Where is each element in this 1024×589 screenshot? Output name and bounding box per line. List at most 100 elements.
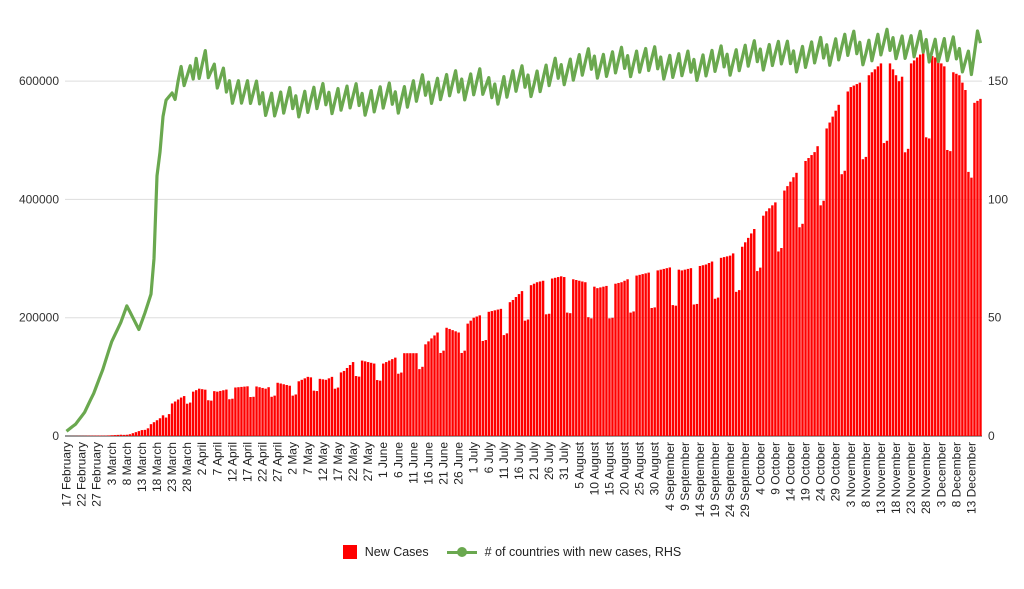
bar (629, 312, 632, 436)
bar (249, 397, 252, 436)
bar (424, 344, 427, 436)
bar (499, 308, 503, 436)
x-tick-label: 21 June (437, 442, 451, 485)
x-tick-label: 16 July (512, 442, 526, 480)
bar (496, 309, 500, 436)
y-left-tick-label: 400000 (19, 192, 59, 206)
x-tick-label: 2 May (286, 442, 300, 475)
bar (110, 435, 113, 436)
bar (369, 362, 373, 436)
bar (409, 353, 412, 436)
bar (170, 403, 174, 436)
bar (647, 272, 650, 436)
bar (924, 137, 928, 436)
bar (228, 399, 231, 436)
bar (683, 269, 687, 436)
bar (201, 389, 204, 436)
bar (891, 69, 895, 437)
bar (161, 415, 165, 436)
bar (291, 395, 294, 436)
bar (771, 205, 774, 436)
bar (179, 397, 183, 436)
x-tick-label: 8 December (949, 442, 963, 507)
bar (454, 331, 457, 436)
bar (940, 63, 943, 437)
x-tick-label: 17 May (331, 442, 345, 481)
bar (550, 278, 554, 436)
x-tick-label: 1 June (376, 442, 390, 478)
bar (867, 75, 871, 436)
bar (740, 246, 744, 436)
y-right-tick-label: 150 (988, 74, 1008, 88)
bar (475, 316, 478, 436)
x-tick-label: 5 August (572, 441, 586, 488)
bar (333, 388, 337, 436)
bar (339, 372, 343, 436)
bar (532, 283, 536, 436)
bar (608, 318, 611, 436)
bar (876, 66, 880, 436)
bar (182, 396, 186, 436)
bar (222, 390, 225, 436)
bar (487, 311, 491, 436)
bar (460, 352, 463, 436)
bar (246, 386, 249, 436)
bar (176, 399, 180, 436)
bar (783, 190, 786, 436)
x-tick-label: 7 April (210, 442, 224, 475)
bar (219, 390, 222, 436)
x-tick-label: 13 December (964, 442, 978, 514)
bar (351, 362, 355, 436)
bar (493, 310, 497, 436)
bar (125, 434, 129, 436)
bar (391, 359, 394, 436)
bar (107, 435, 110, 436)
bar (934, 57, 937, 436)
bar (768, 208, 771, 436)
bar (765, 211, 768, 436)
line-series (65, 27, 983, 433)
bar (303, 378, 307, 436)
bar (650, 307, 653, 436)
x-tick-label: 28 November (919, 442, 933, 514)
bar (756, 271, 759, 436)
bar (798, 227, 801, 436)
bar (937, 60, 940, 436)
bar (885, 140, 889, 436)
bar (520, 291, 524, 436)
bar (547, 313, 551, 436)
bar (195, 390, 198, 436)
bar (635, 275, 638, 436)
bar (279, 383, 282, 436)
bar (288, 385, 291, 436)
bar (541, 280, 545, 436)
bar (819, 205, 822, 436)
bar (611, 317, 614, 436)
bar (946, 149, 949, 436)
bar (909, 63, 913, 437)
bar (143, 429, 147, 436)
bar (906, 148, 910, 437)
bar (134, 432, 138, 436)
x-tick-label: 10 August (587, 441, 601, 495)
legend-swatch-countries (446, 545, 477, 559)
bar (276, 382, 279, 436)
bar (394, 357, 397, 436)
bar (970, 177, 973, 436)
bar (116, 434, 119, 436)
bar (686, 268, 690, 436)
bar (514, 297, 518, 436)
bar (415, 353, 418, 436)
x-tick-label: 18 November (889, 442, 903, 514)
bar (828, 122, 831, 437)
bar (949, 151, 952, 436)
bar (252, 396, 255, 436)
x-tick-label: 6 July (482, 442, 496, 473)
legend-label-countries: # of countries with new cases, RHS (484, 545, 682, 559)
bar (137, 431, 141, 436)
bar (744, 242, 747, 436)
bar (976, 100, 979, 436)
bar (599, 287, 602, 436)
bar (400, 372, 403, 436)
bar (632, 311, 635, 436)
